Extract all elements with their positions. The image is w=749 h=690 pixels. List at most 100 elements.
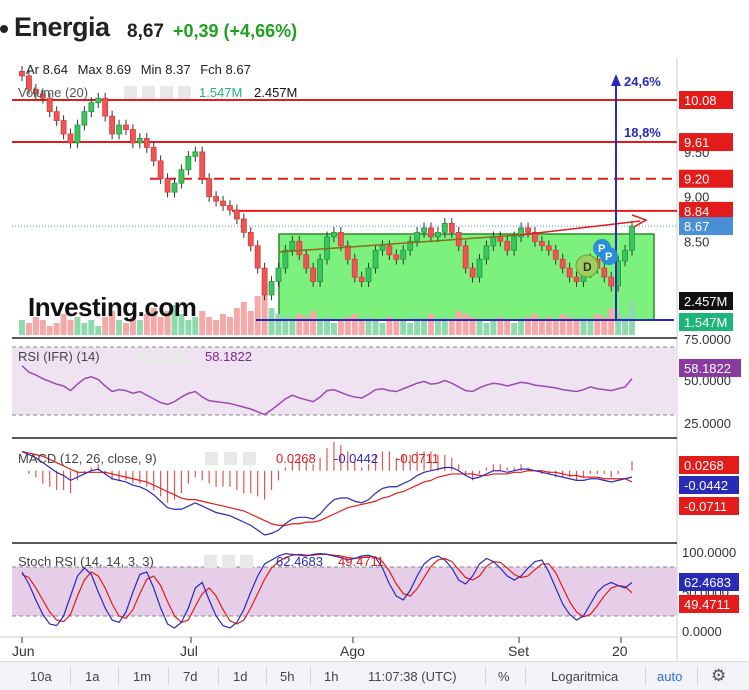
volume-bar bbox=[164, 311, 171, 335]
last-price: 8,67 bbox=[127, 21, 164, 42]
range-5h-button[interactable]: 5h bbox=[280, 669, 295, 684]
volume-bar bbox=[247, 311, 254, 335]
svg-text:58.1822: 58.1822 bbox=[684, 361, 731, 376]
price-marker-text: 2.457M bbox=[684, 294, 727, 309]
candle-body bbox=[608, 276, 615, 287]
price-marker bbox=[679, 91, 733, 110]
badge-p-2[interactable] bbox=[600, 247, 618, 265]
target-1-label: 24,6% bbox=[624, 74, 661, 89]
candle-body bbox=[483, 245, 490, 260]
volume-bar bbox=[32, 317, 39, 335]
log-toggle[interactable]: Logaritmica bbox=[551, 669, 619, 684]
candle-body bbox=[102, 97, 109, 117]
candle-body bbox=[178, 169, 185, 184]
auto-scale-toggle[interactable]: auto bbox=[657, 669, 683, 684]
candle-body bbox=[46, 97, 53, 113]
candle-body bbox=[379, 245, 386, 251]
gear-icon[interactable]: ⚙ bbox=[711, 666, 727, 685]
range-1y-button[interactable]: 1a bbox=[85, 669, 100, 684]
candle-body bbox=[538, 240, 545, 247]
candle-body bbox=[532, 231, 538, 242]
volume-bar bbox=[136, 320, 143, 335]
candle-body bbox=[601, 267, 608, 278]
svg-text:1.547M: 1.547M bbox=[199, 85, 242, 100]
range-1m-button[interactable]: 1m bbox=[133, 669, 152, 684]
svg-text:75.0000: 75.0000 bbox=[684, 332, 731, 347]
volume-bar bbox=[74, 317, 81, 335]
svg-text:Set: Set bbox=[508, 643, 529, 659]
volume-bar bbox=[587, 320, 594, 335]
volume-bar bbox=[608, 308, 615, 335]
svg-text:49.4711: 49.4711 bbox=[684, 597, 730, 612]
svg-text:Volume (20): Volume (20) bbox=[18, 85, 88, 100]
svg-text:62.4683: 62.4683 bbox=[684, 575, 731, 590]
svg-text:-0.0442: -0.0442 bbox=[684, 478, 728, 493]
svg-text:20: 20 bbox=[612, 643, 628, 659]
percent-toggle[interactable]: % bbox=[498, 669, 510, 684]
volume-bar bbox=[421, 320, 428, 335]
price-tick: 8.50 bbox=[684, 234, 709, 249]
price-marker bbox=[679, 169, 733, 188]
volume-bar bbox=[19, 320, 25, 335]
volume-bar bbox=[622, 317, 629, 335]
range-7d-button[interactable]: 7d bbox=[183, 669, 198, 684]
target-2-label: 18,8% bbox=[624, 125, 661, 140]
volume-bar bbox=[261, 284, 268, 335]
volume-bar bbox=[143, 314, 150, 335]
volume-bar bbox=[483, 323, 490, 335]
volume-bar bbox=[150, 308, 157, 335]
volume-bar bbox=[434, 320, 441, 335]
target-arrow-line bbox=[519, 220, 641, 236]
volume-bar bbox=[67, 320, 74, 335]
candle-body bbox=[88, 102, 95, 113]
clock-time: 11:07:38 (UTC) bbox=[368, 669, 457, 684]
stoch-legend: Stoch RSI (14, 14, 3, 3) 62.4683 49.4711 bbox=[18, 554, 384, 569]
candle-body bbox=[407, 240, 414, 251]
svg-text:Ago: Ago bbox=[340, 643, 365, 659]
volume-bar bbox=[629, 302, 635, 335]
candle-body bbox=[629, 225, 635, 251]
macd-axis: 0.0268 -0.0442 -0.0711 bbox=[679, 456, 739, 515]
volume-bar bbox=[594, 314, 601, 335]
candle-body bbox=[240, 218, 247, 233]
volume-bar bbox=[518, 320, 525, 335]
volume-bar bbox=[122, 323, 129, 335]
volume-bar bbox=[60, 314, 67, 335]
volume-bar bbox=[213, 320, 220, 335]
macd-series bbox=[21, 450, 633, 536]
price-marker bbox=[679, 313, 733, 331]
candle-body bbox=[469, 267, 476, 278]
volume-bar bbox=[317, 320, 324, 335]
svg-text:25.0000: 25.0000 bbox=[684, 416, 731, 431]
candle-body bbox=[19, 71, 25, 77]
candle-body bbox=[130, 129, 136, 144]
volume-bar bbox=[566, 317, 573, 335]
volume-bar bbox=[296, 314, 303, 335]
chart-area[interactable]: 24,6% 18,8% D P P Investing.com Ar 8.64 … bbox=[0, 58, 749, 661]
range-1d-button[interactable]: 1d bbox=[233, 669, 248, 684]
volume-bar bbox=[81, 323, 88, 335]
volume-bar bbox=[310, 311, 317, 335]
svg-text:-0.0711: -0.0711 bbox=[396, 451, 439, 466]
volume-bar bbox=[344, 317, 351, 335]
badge-d[interactable] bbox=[575, 254, 599, 278]
svg-text:Stoch RSI (14, 14, 3, 3): Stoch RSI (14, 14, 3, 3) bbox=[18, 554, 154, 569]
volume-bar bbox=[220, 314, 227, 335]
svg-text:49.4711: 49.4711 bbox=[338, 554, 384, 569]
svg-text:58.1822: 58.1822 bbox=[205, 349, 252, 364]
candle-body bbox=[136, 138, 143, 144]
volume-bar bbox=[580, 317, 587, 335]
range-10y-button[interactable]: 10a bbox=[30, 669, 52, 684]
volume-bar bbox=[53, 323, 60, 335]
price-marker bbox=[679, 217, 733, 236]
range-1h-button[interactable]: 1h bbox=[324, 669, 339, 684]
svg-text:-0.0711: -0.0711 bbox=[684, 499, 727, 514]
svg-text:-0.0442: -0.0442 bbox=[334, 451, 378, 466]
svg-text:0.0268: 0.0268 bbox=[684, 458, 724, 473]
badge-d-text: D bbox=[583, 260, 592, 274]
volume-bar bbox=[95, 326, 102, 335]
volume-bar bbox=[462, 314, 469, 335]
candle-body bbox=[358, 276, 365, 282]
candle-body bbox=[233, 209, 240, 220]
volume-bar bbox=[476, 320, 483, 335]
